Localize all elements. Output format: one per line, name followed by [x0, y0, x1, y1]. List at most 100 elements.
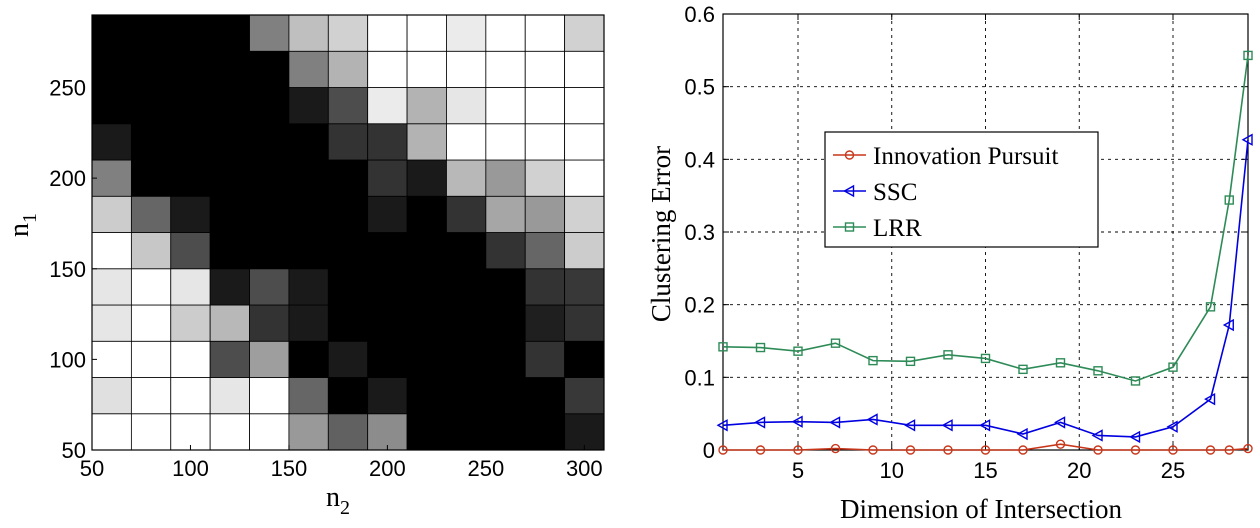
- heatmap-cell: [327, 50, 369, 88]
- heatmap-cell: [406, 87, 447, 125]
- data-point: [1204, 392, 1216, 406]
- heatmap-cell: [209, 50, 250, 88]
- heatmap-cell: [564, 268, 605, 306]
- data-point: [1130, 376, 1141, 386]
- heatmap-cell: [485, 413, 526, 451]
- heatmap-cell: [130, 123, 172, 161]
- data-point: [755, 445, 766, 455]
- heatmap-cell: [367, 268, 408, 306]
- data-point: [1243, 50, 1253, 61]
- data-point: [905, 445, 916, 455]
- line-x-tick-label: 10: [880, 458, 904, 483]
- line-x-tick-label: 25: [1161, 458, 1185, 483]
- heatmap-cell: [485, 87, 526, 125]
- heatmap-cell: [485, 377, 526, 415]
- heatmap-cell: [91, 123, 132, 161]
- data-point: [1243, 443, 1253, 454]
- legend-swatch-marker: [843, 184, 855, 198]
- heatmap-cell: [524, 195, 566, 233]
- heatmap-cell: [564, 159, 605, 197]
- heatmap-cell: [91, 14, 132, 52]
- heatmap-cell: [170, 14, 211, 52]
- heatmap-x-tick-label: 300: [566, 456, 603, 481]
- line-y-tick-label: 0: [703, 438, 715, 463]
- heatmap-y-ticks: 50 100 150 200 250: [49, 76, 97, 463]
- data-point: [1168, 445, 1178, 455]
- series-line: [722, 139, 1249, 438]
- heatmap-cell: [170, 413, 211, 451]
- data-point: [980, 445, 991, 455]
- heatmap-cell: [406, 159, 447, 197]
- heatmap-cell: [170, 268, 211, 306]
- heatmap-cell: [209, 377, 250, 415]
- heatmap-cell: [288, 14, 329, 52]
- data-point: [943, 350, 953, 360]
- heatmap-cell: [130, 195, 172, 233]
- legend-label: Innovation Pursuit: [873, 143, 1058, 170]
- heatmap-cell: [367, 123, 408, 161]
- heatmap-cell: [446, 268, 487, 306]
- heatmap-cell: [446, 159, 487, 197]
- heatmap-x-axis-label: n2: [326, 482, 350, 519]
- line-y-tick-label: 0.5: [684, 75, 715, 100]
- heatmap-cell: [288, 304, 329, 342]
- heatmap-cell: [170, 340, 211, 378]
- heatmap-cell: [485, 195, 526, 233]
- legend-box: [824, 131, 1099, 248]
- legend-swatch-marker: [844, 150, 855, 160]
- heatmap-cell: [288, 377, 329, 415]
- data-point: [716, 419, 728, 432]
- series-line: [722, 55, 1249, 382]
- heatmap-cell: [288, 268, 329, 306]
- data-point: [755, 342, 766, 353]
- heatmap-cell: [288, 123, 329, 161]
- heatmap-cell: [249, 14, 290, 52]
- heatmap-cell: [406, 268, 447, 306]
- heatmap-cell: [367, 14, 408, 52]
- heatmap-x-axis-label-subscript: 2: [340, 497, 350, 519]
- data-point: [1205, 445, 1216, 455]
- heatmap-cell: [288, 232, 329, 270]
- heatmap-cell: [288, 87, 329, 125]
- heatmap-x-tick-label: 150: [271, 456, 308, 481]
- series-line: [723, 443, 1249, 451]
- heatmap-cell: [446, 87, 487, 125]
- heatmap-cell: [327, 87, 369, 125]
- data-point: [943, 445, 953, 455]
- heatmap-x-tick-label: 200: [369, 456, 406, 481]
- heatmap-y-axis-label: n1: [4, 213, 41, 237]
- series-innovation-pursuit: [718, 439, 1253, 455]
- heatmap-cell: [130, 340, 172, 378]
- heatmap-cell: [209, 159, 250, 197]
- heatmap-cell: [209, 232, 250, 270]
- heatmap-cell: [130, 87, 172, 125]
- heatmap-cell: [327, 159, 369, 197]
- heatmap-cell: [485, 50, 526, 88]
- heatmap-cell: [524, 340, 566, 378]
- heatmap-cell: [288, 50, 329, 88]
- heatmap-cell: [209, 123, 250, 161]
- heatmap-cell: [327, 377, 369, 415]
- data-point: [904, 419, 916, 432]
- heatmap-cell: [406, 340, 447, 378]
- heatmap-cell: [249, 304, 290, 342]
- heatmap-cell: [485, 304, 526, 342]
- heatmap-cell: [524, 268, 566, 306]
- heatmap-cell: [327, 14, 369, 52]
- heatmap-cell: [170, 232, 211, 270]
- line-panel: 5 10 15 20 25 0 0.1 0.2 0.3 0.4 0.5 0.6 Innovation…: [646, 2, 1253, 524]
- data-point: [1054, 416, 1066, 429]
- heatmap-x-tick-label: 50: [80, 456, 104, 481]
- heatmap-y-axis-label-subscript: 1: [19, 213, 41, 223]
- heatmap-cell: [446, 50, 487, 88]
- heatmap-cell: [564, 123, 605, 161]
- heatmap-cell: [327, 340, 369, 378]
- heatmap-cell: [446, 413, 487, 451]
- data-point: [979, 419, 991, 432]
- heatmap-cell: [367, 413, 408, 451]
- data-point: [1222, 318, 1234, 332]
- data-point: [718, 445, 728, 455]
- heatmap-cell: [485, 268, 526, 306]
- heatmap-y-tick-label: 100: [49, 347, 86, 372]
- heatmap-cell: [209, 87, 250, 125]
